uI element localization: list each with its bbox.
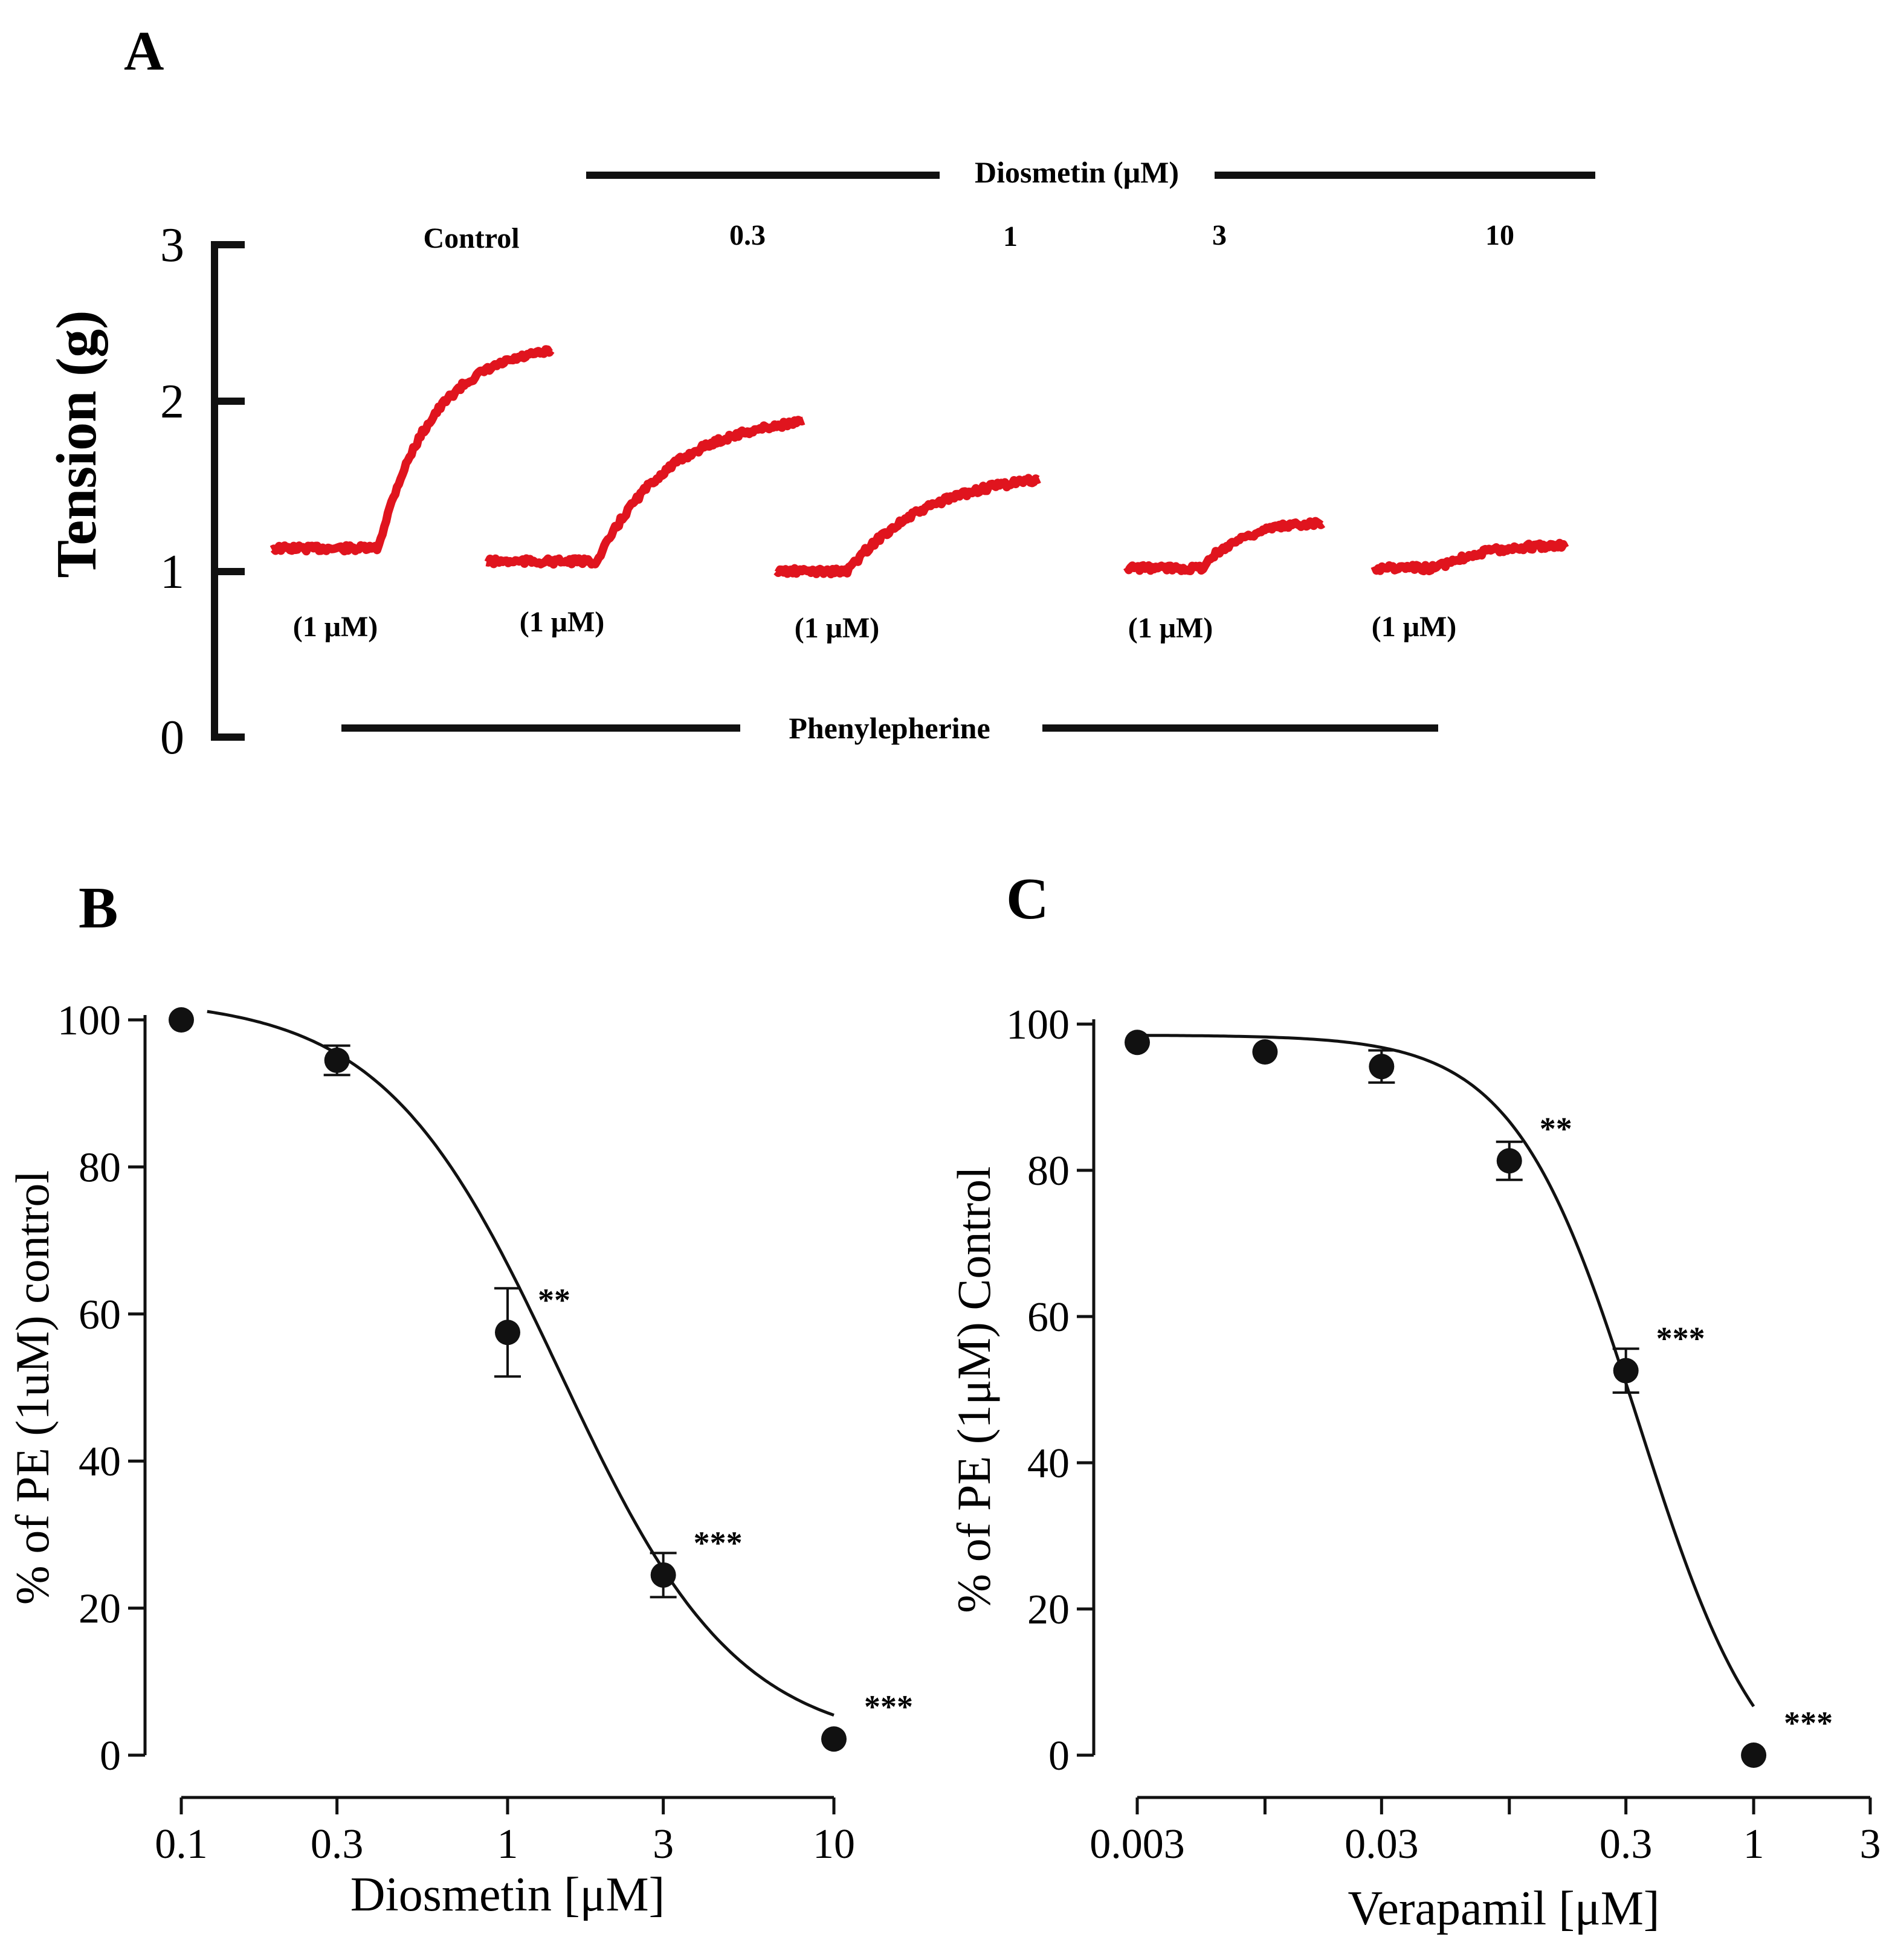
data-point	[1613, 1358, 1639, 1384]
panel-b: B 0 20 40 60 80 100 0.1 0.3 1 3 10 Diosmetin [μM] % …	[6, 875, 913, 1921]
tension-tick-label: 0	[160, 711, 184, 764]
tension-tick-label: 3	[160, 219, 184, 272]
x-tick-label: 0.1	[155, 1821, 208, 1868]
data-point	[169, 1007, 194, 1033]
y-tick-label: 60	[79, 1292, 121, 1338]
diosmetin-chart: 0 20 40 60 80 100 0.1 0.3 1 3 10 Diosmetin [μM] % of…	[6, 998, 913, 1921]
panel-c-letter: C	[1006, 866, 1049, 932]
significance-label: ***	[1656, 1321, 1705, 1357]
y-tick-label: 60	[1027, 1294, 1070, 1341]
y-tick-label: 80	[1027, 1148, 1070, 1194]
panel-b-letter: B	[79, 875, 118, 941]
trace-dose-label: 1	[1003, 221, 1018, 253]
y-tick-label: 100	[1006, 1002, 1070, 1048]
tension-axis: 0 1 2 3	[160, 219, 245, 764]
fit-curve	[1137, 1034, 1755, 1707]
fit-curve	[207, 1010, 835, 1717]
x-tick-label: 1	[1743, 1821, 1764, 1868]
trace-concentration-label: (1 μM)	[293, 611, 378, 643]
trace-dose-label: 10	[1485, 219, 1514, 251]
data-point	[495, 1320, 520, 1346]
x-tick-label: 10	[813, 1821, 855, 1868]
x-tick-label: 1	[497, 1821, 518, 1868]
trace-concentration-label: (1 μM)	[1128, 612, 1213, 644]
y-tick-label: 20	[1027, 1587, 1070, 1633]
data-point	[1125, 1030, 1150, 1056]
data-point	[1369, 1054, 1395, 1080]
drug-bars: Diosmetin (μM) Phenylepherine	[341, 155, 1595, 745]
panel-a-letter: A	[124, 20, 164, 82]
significance-label: ***	[864, 1689, 913, 1725]
y-tick-label: 40	[1027, 1440, 1070, 1487]
diosmetin-bar-label: Diosmetin (μM)	[975, 155, 1179, 189]
trace-dose-label: Control	[423, 222, 519, 254]
tension-tick-label: 1	[160, 546, 184, 599]
phenylepherine-bar-label: Phenylepherine	[789, 711, 990, 745]
data-point	[1741, 1742, 1767, 1768]
significance-label: ***	[1784, 1705, 1833, 1741]
y-tick-label: 0	[1048, 1733, 1070, 1779]
x-tick-label: 0.3	[1600, 1821, 1653, 1868]
verapamil-chart: 0 20 40 60 80 100 0.003 0.03 0.3 1 3 Verapamil [μM]…	[948, 1002, 1881, 1935]
y-tick-label: 20	[79, 1586, 121, 1633]
tension-trace	[270, 345, 555, 556]
tension-traces: Control (1 μM) 0.3 (1 μM) 1 (1 μM) 3 (1 μM) 10 (1…	[270, 219, 1569, 644]
y-tick-label: 0	[100, 1733, 121, 1779]
tension-trace	[1370, 538, 1569, 576]
x-tick-label: 0.03	[1345, 1821, 1419, 1868]
y-axis-label: % of PE (1uM) control	[6, 1170, 59, 1605]
y-tick-label: 80	[79, 1144, 121, 1191]
data-point	[1252, 1039, 1278, 1065]
panel-c: C 0 20 40 60 80 100 0.003 0.03 0.3 1 3 Verapamil [μ…	[948, 866, 1881, 1935]
data-point	[821, 1726, 847, 1752]
y-tick-label: 100	[57, 998, 121, 1044]
trace-concentration-label: (1 μM)	[1372, 611, 1456, 643]
panel-a: A Tension (g) 0 1 2 3 Diosmetin (μM) Phenyl…	[45, 20, 1595, 764]
significance-label: **	[1540, 1111, 1572, 1147]
x-axis-label: Diosmetin [μM]	[350, 1868, 665, 1921]
tension-trace	[1123, 517, 1326, 575]
x-tick-label: 0.003	[1090, 1821, 1185, 1868]
trace-dose-label: 0.3	[729, 219, 766, 251]
significance-label: **	[538, 1282, 570, 1318]
tension-tick-label: 2	[160, 375, 184, 428]
data-point	[324, 1047, 350, 1073]
y-axis-label: % of PE (1μM) Control	[948, 1166, 1000, 1613]
tension-trace	[773, 474, 1042, 579]
y-tick-label: 40	[79, 1439, 121, 1485]
x-tick-label: 3	[653, 1821, 674, 1868]
tension-trace	[484, 416, 806, 569]
trace-dose-label: 3	[1212, 219, 1227, 251]
tension-axis-label: Tension (g)	[45, 310, 108, 578]
data-point	[650, 1562, 676, 1588]
trace-concentration-label: (1 μM)	[795, 612, 879, 644]
data-point	[1496, 1148, 1522, 1174]
x-tick-label: 3	[1860, 1821, 1881, 1868]
x-tick-label: 0.3	[311, 1821, 364, 1868]
x-axis-label: Verapamil [μM]	[1348, 1882, 1659, 1935]
significance-label: ***	[694, 1525, 743, 1561]
trace-concentration-label: (1 μM)	[520, 606, 604, 638]
